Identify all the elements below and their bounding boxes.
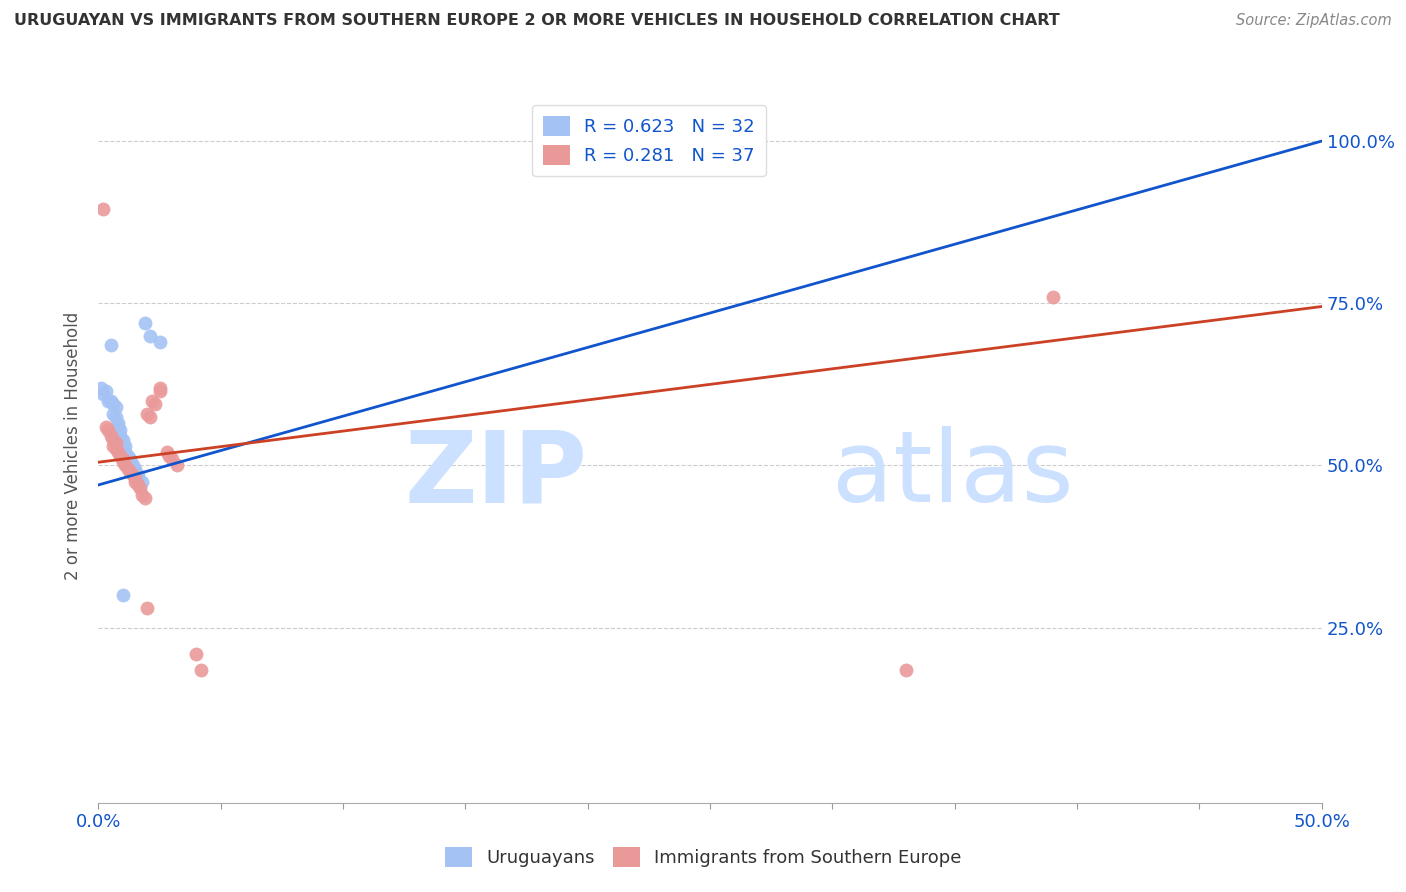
- Point: [157, 449, 180, 463]
- Point: [190, 663, 212, 677]
- Point: [134, 316, 156, 330]
- Point: [136, 601, 159, 615]
- Point: [131, 488, 153, 502]
- Point: [111, 455, 134, 469]
- Point: [139, 409, 162, 424]
- Point: [110, 449, 132, 463]
- Point: [97, 423, 120, 437]
- Point: [124, 475, 146, 489]
- Point: [107, 445, 129, 459]
- Point: [114, 445, 136, 459]
- Point: [100, 393, 122, 408]
- Point: [124, 465, 146, 479]
- Point: [100, 429, 122, 443]
- Point: [111, 588, 134, 602]
- Point: [120, 455, 142, 469]
- Point: [894, 663, 917, 677]
- Point: [111, 433, 134, 447]
- Point: [160, 452, 183, 467]
- Point: [104, 400, 127, 414]
- Point: [110, 429, 132, 443]
- Point: [131, 475, 153, 489]
- Point: [100, 338, 122, 352]
- Point: [104, 409, 127, 424]
- Point: [121, 468, 143, 483]
- Point: [91, 387, 114, 401]
- Point: [101, 433, 124, 447]
- Point: [107, 417, 129, 431]
- Point: [136, 407, 159, 421]
- Point: [104, 435, 127, 450]
- Point: [117, 461, 139, 475]
- Point: [101, 397, 124, 411]
- Text: Source: ZipAtlas.com: Source: ZipAtlas.com: [1236, 13, 1392, 29]
- Point: [156, 445, 179, 459]
- Point: [166, 458, 188, 473]
- Legend: R = 0.623   N = 32, R = 0.281   N = 37: R = 0.623 N = 32, R = 0.281 N = 37: [531, 105, 766, 176]
- Point: [120, 465, 142, 479]
- Point: [107, 419, 129, 434]
- Text: URUGUAYAN VS IMMIGRANTS FROM SOUTHERN EUROPE 2 OR MORE VEHICLES IN HOUSEHOLD COR: URUGUAYAN VS IMMIGRANTS FROM SOUTHERN EU…: [14, 13, 1060, 29]
- Point: [111, 452, 134, 467]
- Point: [111, 435, 134, 450]
- Point: [120, 452, 142, 467]
- Point: [104, 442, 127, 457]
- Point: [97, 393, 120, 408]
- Point: [101, 407, 124, 421]
- Text: ZIP: ZIP: [405, 426, 588, 523]
- Point: [149, 381, 172, 395]
- Point: [94, 419, 117, 434]
- Y-axis label: 2 or more Vehicles in Household: 2 or more Vehicles in Household: [65, 312, 83, 580]
- Point: [1042, 290, 1064, 304]
- Point: [121, 458, 143, 473]
- Point: [134, 491, 156, 505]
- Point: [124, 461, 146, 475]
- Point: [114, 439, 136, 453]
- Text: atlas: atlas: [832, 426, 1074, 523]
- Point: [149, 335, 172, 350]
- Point: [186, 647, 208, 661]
- Point: [141, 393, 163, 408]
- Point: [149, 384, 172, 398]
- Point: [127, 468, 149, 483]
- Point: [94, 384, 117, 398]
- Point: [110, 423, 132, 437]
- Point: [91, 202, 114, 217]
- Point: [114, 458, 136, 473]
- Point: [127, 478, 149, 492]
- Point: [101, 439, 124, 453]
- Point: [129, 481, 152, 495]
- Point: [117, 449, 139, 463]
- Point: [124, 471, 146, 485]
- Point: [127, 471, 149, 485]
- Point: [139, 328, 162, 343]
- Point: [90, 381, 112, 395]
- Point: [748, 134, 770, 148]
- Point: [143, 397, 166, 411]
- Legend: Uruguayans, Immigrants from Southern Europe: Uruguayans, Immigrants from Southern Eur…: [437, 839, 969, 874]
